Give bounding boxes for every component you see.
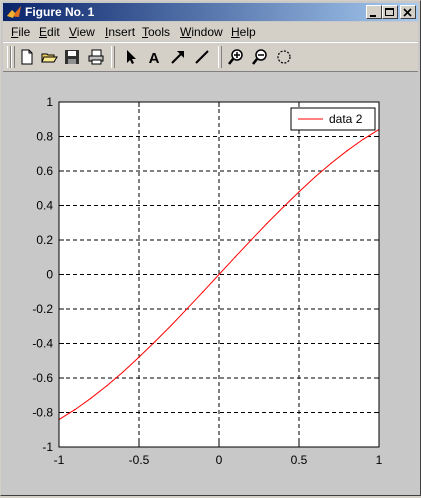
x-tick-labels: -1 -0.5 0 0.5 1 <box>54 453 383 467</box>
y-tick-label: -0.6 <box>32 371 53 385</box>
data-point <box>218 273 220 276</box>
data-point <box>282 206 284 208</box>
legend[interactable]: data 2 <box>290 107 376 131</box>
close-button[interactable] <box>400 5 416 19</box>
maximize-icon <box>385 8 394 16</box>
legend-label: data 2 <box>329 112 363 126</box>
y-tick-label: 0.6 <box>36 164 53 178</box>
minimize-icon <box>370 15 376 17</box>
menu-bar: File Edit View Insert Tools Window Help <box>3 22 418 41</box>
select-arrow-icon[interactable] <box>121 48 139 66</box>
data-point <box>250 239 252 241</box>
y-tick-label: -0.8 <box>32 406 53 420</box>
figure-toolbar: A <box>3 42 418 72</box>
x-tick-label: -0.5 <box>129 453 150 467</box>
insert-line-icon[interactable] <box>193 48 211 66</box>
menu-view[interactable]: View <box>69 25 95 39</box>
y-tick-label: 0 <box>46 268 53 282</box>
insert-text-glyph: A <box>149 50 160 66</box>
x-tick-label: 1 <box>376 453 383 467</box>
y-tick-label: -1 <box>42 440 53 454</box>
data-point <box>314 176 316 178</box>
menu-window[interactable]: Window <box>180 25 223 39</box>
data-point <box>186 308 188 310</box>
data-point <box>330 162 332 165</box>
toolbar-grip[interactable] <box>7 46 11 68</box>
data-point <box>362 138 364 141</box>
x-tick-label: 0.5 <box>291 453 308 467</box>
y-tick-labels: -1 -0.8 -0.6 -0.4 -0.2 0 0.2 0.4 0.6 0.8 1 <box>32 95 53 454</box>
data-point <box>154 341 156 343</box>
menu-help[interactable]: Help <box>231 25 256 39</box>
zoom-in-icon[interactable] <box>227 48 245 66</box>
menu-file[interactable]: File <box>11 25 31 39</box>
x-tick-label: 0 <box>216 453 223 467</box>
title-bar[interactable]: Figure No. 1 <box>3 3 418 21</box>
legend-box <box>290 107 376 131</box>
plot-svg: -1 -0.5 0 0.5 1 -1 -0.8 -0.6 -0.4 -0.2 0 0.2 0.4 0.6… <box>32 95 383 467</box>
data-point <box>170 324 172 327</box>
grid-lines <box>59 102 379 447</box>
minimize-button[interactable] <box>366 5 382 19</box>
figure-canvas: -1 -0.5 0 0.5 1 -1 -0.8 -0.6 -0.4 -0.2 0 0.2 0.4 0.6… <box>3 73 418 493</box>
close-icon <box>403 8 412 17</box>
y-tick-label: 0.4 <box>36 199 53 213</box>
data-point <box>234 256 236 258</box>
menu-edit[interactable]: Edit <box>39 25 60 39</box>
series-layer <box>58 128 380 421</box>
toolbar-separator <box>218 46 222 68</box>
y-tick-label: -0.2 <box>32 302 53 316</box>
matlab-logo-icon <box>7 6 21 18</box>
axes-frame <box>58 101 380 448</box>
data-point <box>122 371 124 373</box>
y-tick-label: 1 <box>46 95 53 109</box>
toolbar-separator <box>111 46 115 68</box>
window-title: Figure No. 1 <box>25 5 95 19</box>
save-icon[interactable] <box>63 48 81 66</box>
data-point <box>266 222 268 225</box>
data-point <box>202 291 204 293</box>
print-icon[interactable] <box>87 48 105 66</box>
data-point <box>74 408 76 411</box>
zoom-out-icon[interactable] <box>251 48 269 66</box>
y-tick-label: 0.8 <box>36 130 53 144</box>
y-tick-label: 0.2 <box>36 233 53 247</box>
data-point <box>106 384 108 387</box>
maximize-button[interactable] <box>382 5 398 19</box>
insert-arrow-icon[interactable] <box>169 48 187 66</box>
insert-text-icon[interactable]: A <box>145 48 163 66</box>
rotate-3d-icon[interactable] <box>275 48 293 66</box>
data-point <box>138 356 140 358</box>
menu-insert[interactable]: Insert <box>105 25 136 39</box>
data-point <box>346 150 348 152</box>
data-point <box>90 397 92 399</box>
y-tick-label: -0.4 <box>32 337 53 351</box>
data-point <box>298 191 300 193</box>
open-folder-icon[interactable] <box>40 48 58 66</box>
x-tick-label: -1 <box>54 453 65 467</box>
new-file-icon[interactable] <box>18 48 36 66</box>
toolbar-grip[interactable] <box>11 46 15 68</box>
menu-tools[interactable]: Tools <box>142 25 171 39</box>
